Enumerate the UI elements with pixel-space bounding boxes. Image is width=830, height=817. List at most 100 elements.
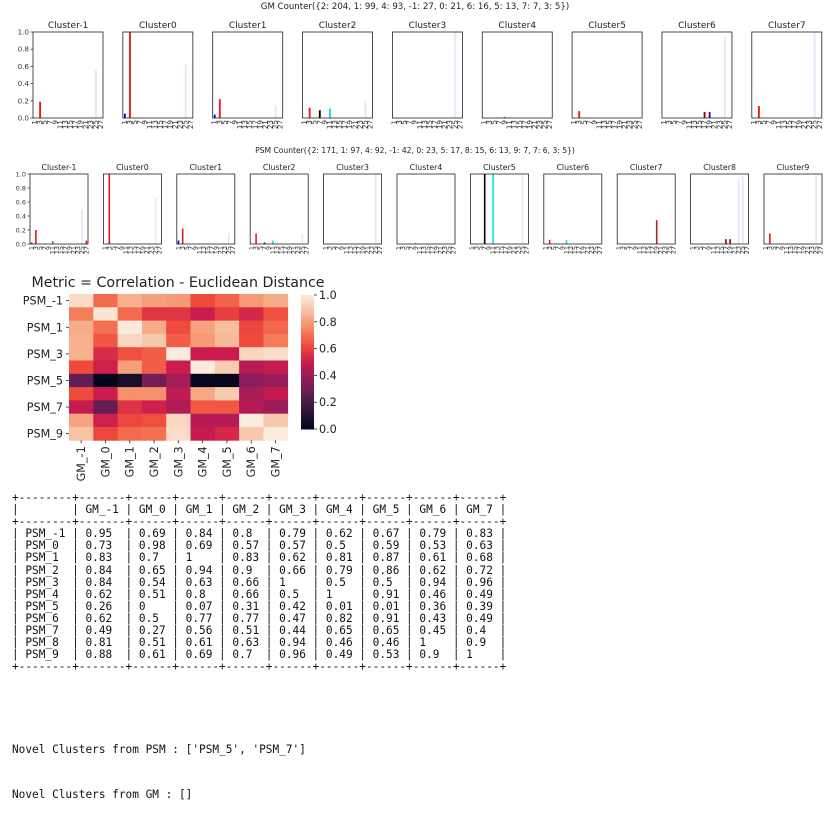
heatmap-cell [166, 333, 191, 348]
psm-x-tick: 13 [346, 246, 354, 254]
psm-x-tick: 9 [44, 246, 52, 250]
heatmap-cell [239, 347, 264, 361]
gm-bar [129, 32, 131, 118]
psm-x-tick: 15 [351, 246, 359, 254]
heatmap-cell [214, 307, 240, 321]
colorbar-tick: 0.8 [319, 316, 337, 329]
gm-x-tick: 15 [245, 120, 254, 129]
psm-x-tick: 25 [592, 246, 600, 254]
gm-x-tick: 19 [615, 120, 624, 130]
psm-x-tick: 5 [256, 246, 264, 250]
gm-bar [723, 37, 726, 118]
gm-bar [184, 64, 187, 118]
gm-x-tick: 25 [360, 120, 369, 129]
psm-x-tick: 3 [325, 246, 333, 250]
gm-x-tick: 27 [725, 120, 734, 129]
gm-bar [329, 108, 331, 118]
heatmap-cell [190, 400, 216, 415]
colorbar-tick: 0.4 [319, 369, 337, 382]
psm-x-tick: 1 [395, 246, 403, 250]
psm-x-tick: 3 [399, 246, 407, 250]
psm-x-tick: 11 [49, 246, 57, 254]
psm-x-tick: 1 [174, 246, 182, 250]
heatmap-cell [166, 294, 191, 308]
colorbar-segment [301, 384, 314, 388]
heatmap-cell [166, 400, 191, 415]
gm-x-tick: 7 [135, 120, 144, 125]
psm-x-tick: 5 [623, 246, 631, 250]
psm-bar [272, 240, 274, 244]
gm-panel-title: Cluster3 [409, 21, 447, 31]
psm-bar [725, 239, 727, 244]
heatmap-cell [117, 413, 143, 428]
psm-x-tick: 9 [191, 246, 199, 250]
colorbar-segment [301, 350, 314, 354]
heatmap-cell [117, 400, 143, 415]
heatmap-cell [141, 400, 167, 415]
heatmap-cell [239, 294, 264, 308]
gm-bar [218, 99, 221, 118]
psm-panel-frame [176, 173, 236, 245]
psm-x-tick: 13 [493, 246, 501, 254]
gm-x-tick: 23 [445, 120, 454, 129]
heatmap-cell [263, 360, 289, 375]
gm-panel-title: Cluster2 [319, 21, 357, 31]
heatmap-cell [239, 373, 264, 388]
heatmap-cell [69, 400, 94, 415]
psm-x-tick: 3 [766, 246, 774, 250]
colorbar-segment [301, 357, 314, 361]
gm-x-tick: 21 [710, 120, 719, 129]
novel-psm-line: Novel Clusters from PSM : ['PSM_5', 'PSM… [12, 743, 306, 756]
gm-panel-frame [391, 31, 463, 119]
psm-x-tick: 23 [368, 246, 376, 254]
psm-x-tick: 9 [632, 246, 640, 250]
gm-panel-frame [32, 31, 104, 119]
gm-x-tick: 23 [625, 120, 634, 129]
heatmap-cell [141, 413, 167, 428]
heatmap-cell [141, 360, 167, 375]
colorbar-segment [301, 301, 314, 305]
gm-x-tick: 9 [410, 120, 419, 125]
psm-y-tick: 0.2 [16, 227, 26, 235]
psm-panel-frame [763, 173, 823, 245]
psm-x-tick: 11 [342, 246, 350, 254]
gm-bar [757, 105, 760, 118]
psm-panel-frame [469, 173, 529, 245]
gm-x-tick: 5 [40, 120, 49, 125]
gm-bar [708, 111, 711, 118]
gm-x-tick: 25 [810, 120, 819, 129]
heatmap-x-tick: GM_2 [148, 446, 161, 477]
psm-x-tick: 15 [718, 246, 726, 254]
heatmap-cell [239, 360, 264, 375]
heatmap-cell [141, 373, 167, 388]
psm-bar [35, 230, 37, 244]
colorbar-segment [301, 404, 314, 408]
psm-bar [177, 240, 180, 244]
psm-x-tick: 17 [428, 246, 436, 254]
colorbar-segment [301, 328, 314, 332]
psm-x-tick: 13 [640, 246, 648, 254]
gm-panel-frame [481, 31, 553, 119]
psm-x-tick: 7 [334, 246, 342, 250]
heatmap-cell [214, 333, 240, 348]
psm-x-tick: 13 [126, 246, 134, 254]
psm-x-tick: 19 [800, 246, 808, 254]
psm-bar [51, 241, 54, 244]
colorbar-segment [301, 321, 314, 325]
heatmap-cell [239, 387, 264, 401]
psm-x-tick: 25 [445, 246, 453, 254]
gm-panel-title: Cluster6 [678, 21, 716, 31]
psm-panel-title: Cluster7 [630, 163, 663, 172]
psm-x-tick: 1 [248, 246, 256, 250]
gm-x-tick: 21 [81, 120, 90, 129]
heatmap-cell [69, 427, 94, 441]
gm-y-tick: 0.4 [18, 79, 30, 88]
gm-x-tick: 25 [271, 120, 280, 129]
gm-x-tick: 17 [250, 120, 259, 129]
heatmap-cell [69, 387, 94, 401]
gm-y-tick: 0.8 [18, 45, 30, 54]
heatmap-cell [69, 413, 94, 428]
psm-bar [255, 233, 257, 244]
gm-x-tick: 3 [305, 120, 314, 125]
heatmap-cell [117, 307, 143, 321]
